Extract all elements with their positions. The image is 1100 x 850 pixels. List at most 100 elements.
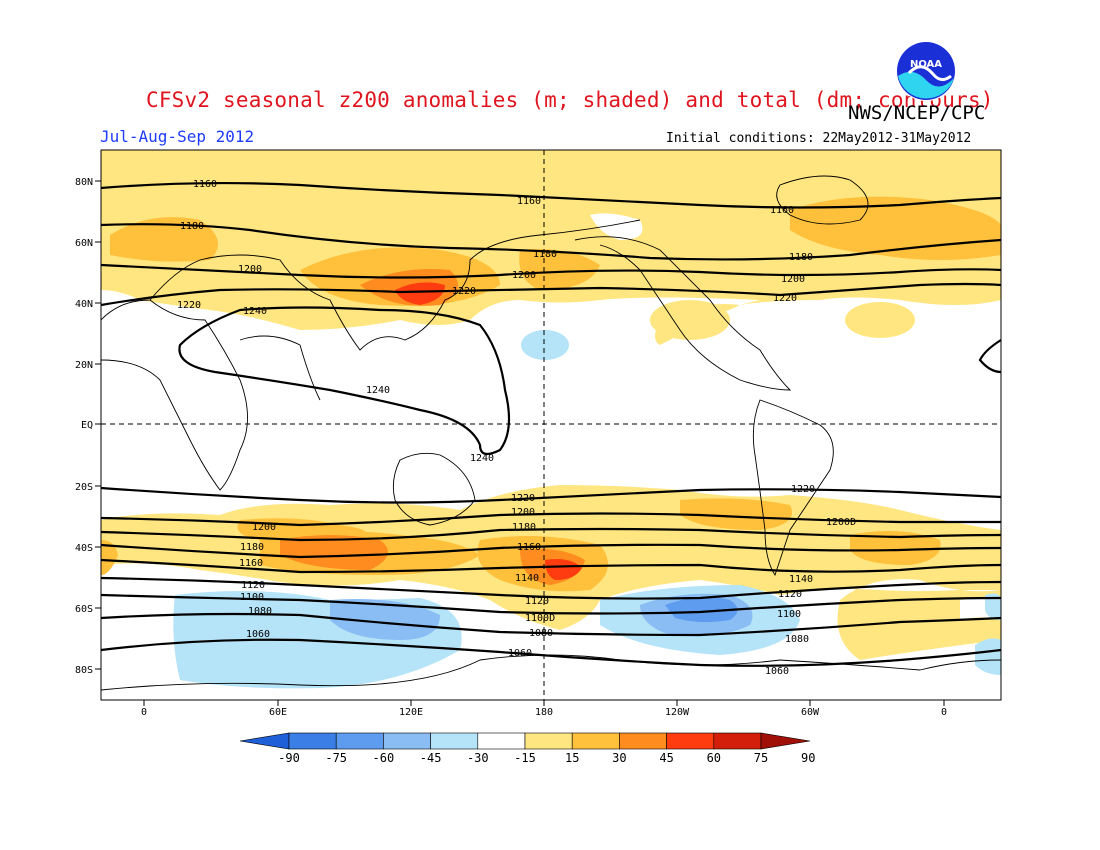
legend-label: 45 [659,751,673,765]
lat-label: 80N [75,177,93,188]
lat-label: 40N [75,299,93,310]
negative-patch-east-edge [975,638,1001,675]
antarctica-coast [101,654,1001,691]
contour-label: 1200 [512,270,536,281]
contour-label: 1080 [785,634,809,645]
legend-swatch [571,732,620,750]
lon-label: 0 [941,707,947,718]
lat-label: 20N [75,360,93,371]
contour-1080-south [101,612,1001,637]
contour-label: 1180 [240,542,264,553]
contour-label: 1100 [777,609,801,620]
south-america-coast [752,399,834,577]
legend-label: 60 [707,751,721,765]
contour-label: 1140 [515,573,539,584]
anom-neg30-indian [330,599,440,640]
contour-label: 1200 [238,264,262,275]
contour-label: 1180 [180,221,204,232]
contour-1180-south [101,527,1001,542]
contour-label: 1220 [177,300,201,311]
legend-label: 90 [801,751,815,765]
contour-label: 1200 [781,274,805,285]
legend-swatch [477,732,526,750]
legend-swatch [524,732,573,750]
anom-30-europe [110,217,218,262]
initial-conditions: Initial conditions: 22May2012-31May2012 [666,131,972,146]
forecast-period: Jul-Aug-Sep 2012 [100,127,255,146]
contour-label: 1240 [470,453,494,464]
positive-patch-namerica [650,300,730,340]
legend-swatch [335,732,384,750]
legend-label: 30 [612,751,626,765]
contour-1120-south [101,576,1001,600]
lat-label: 20S [75,482,93,493]
contour-label-group: 1160 1160 1160 1180 1180 1180 1200 1200 … [177,179,856,677]
legend-swatch [666,732,715,750]
anom-30-satlantic-east [850,531,941,565]
contour-1220-south [101,486,1001,504]
negative-patch-pacific [521,330,569,360]
lon-ticks [143,700,945,706]
contour-label: 1100 [240,592,264,603]
contour-label: 1060 [765,666,789,677]
contour-label: 1200 [252,522,276,533]
anom-30-satlantic [101,540,118,575]
contour-label: 1160 [517,542,541,553]
lon-label: 120W [665,707,690,718]
lon-label: 60E [269,707,287,718]
contour-label: 1120 [241,580,265,591]
anom-45-indian [280,535,388,570]
africa-coast [101,299,248,491]
negative-patch-satlantic-edge [985,593,1001,620]
anom-60-asia [395,282,445,305]
positive-patch-arctic [560,150,642,233]
contour-label: 1200 [511,507,535,518]
contour-label: 1180 [533,249,557,260]
legend-label: -75 [325,751,347,765]
contour-label: 1240 [243,306,267,317]
contour-1100-south [101,593,1001,615]
contour-1200-south [101,512,1001,527]
contour-1180-north [101,223,1001,261]
contour-label: 1160 [770,205,794,216]
contour-label: 1080 [248,606,272,617]
legend-label: -90 [278,751,300,765]
lon-label: 120E [399,707,423,718]
anom-60-tasman [545,559,582,580]
contour-1200-north [101,263,1001,279]
contour-label: 1080 [529,628,553,639]
legend-label: 75 [754,751,768,765]
map-frame [100,149,1002,701]
contour-label: 1100D [525,613,555,624]
contour-label: 1160 [517,196,541,207]
contour-label: 1240 [366,385,390,396]
lon-label-group: 0 60E 120E 180 120W 60W 0 [141,707,947,718]
lat-ticks [95,180,101,670]
contour-1140-south [101,558,1001,574]
contour-label: 1120 [525,596,549,607]
lat-label: EQ [81,420,93,431]
lat-label: 80S [75,665,93,676]
legend-swatch [713,732,762,750]
contour-label: 1180 [789,252,813,263]
legend-swatch [288,732,337,750]
legend-label: -60 [373,751,395,765]
legend-swatch [619,732,667,750]
height-contours [101,181,1001,667]
positive-patch-satlantic [101,516,160,541]
noaa-logo-icon: NOAA [896,41,956,101]
contour-label: 1220 [452,286,476,297]
positive-band-north [101,150,1001,345]
contour-label: 1140 [789,574,813,585]
legend-label: -30 [467,751,489,765]
contour-label: 1060 [508,648,532,659]
contour-label: 1180 [512,522,536,533]
noaa-logo-text: NOAA [910,59,942,70]
legend-label: -45 [420,751,442,765]
lon-label: 0 [141,707,147,718]
australia-coast [392,452,476,526]
contour-1240-tropics [178,306,511,456]
contour-label: 1060 [246,629,270,640]
lat-label: 60N [75,238,93,249]
